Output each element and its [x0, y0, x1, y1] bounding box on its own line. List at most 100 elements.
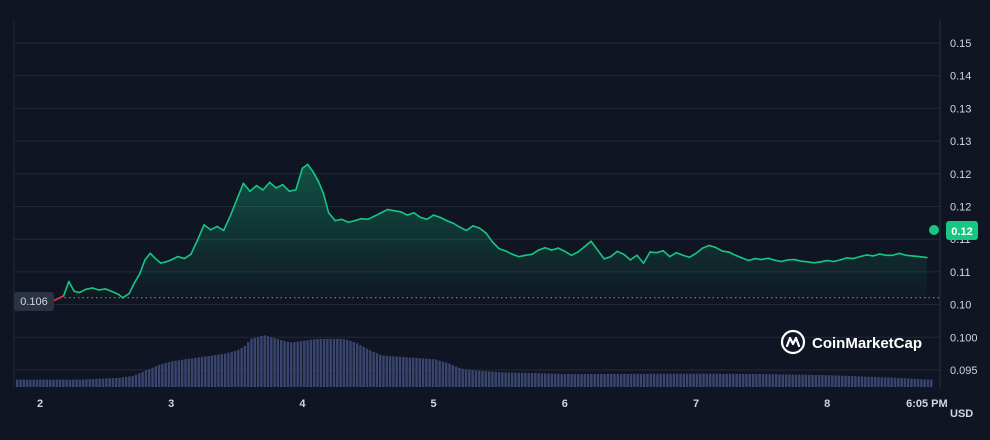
- price-line-segment: [91, 287, 100, 291]
- volume-bar: [788, 374, 791, 387]
- price-line-segment: [714, 246, 724, 252]
- volume-bar: [309, 339, 313, 387]
- volume-bar: [916, 379, 920, 387]
- volume-bar: [115, 377, 118, 387]
- volume-bar: [685, 373, 689, 387]
- x-tick-label: 6:05 PM: [906, 398, 948, 410]
- volume-bar: [431, 359, 435, 387]
- volume-bar: [722, 373, 725, 387]
- volume-bar: [517, 372, 520, 387]
- volume-bar: [616, 373, 619, 387]
- volume-bar: [52, 379, 55, 387]
- volume-bar: [682, 373, 685, 387]
- price-line-segment: [616, 250, 625, 256]
- volume-bar: [157, 364, 161, 387]
- volume-bar: [313, 339, 316, 387]
- volume-bar: [474, 370, 478, 387]
- watermark: CoinMarketCap: [780, 329, 922, 355]
- price-line-segment: [104, 288, 113, 293]
- price-line-segment: [570, 251, 579, 257]
- volume-bar: [266, 336, 270, 387]
- volume-bar: [811, 374, 814, 387]
- x-axis-ticks: 2 3 4 5 6 7 8 6:05 PM: [37, 398, 948, 410]
- price-line-segment: [642, 251, 651, 264]
- volume-bar: [91, 379, 95, 387]
- volume-bar: [560, 373, 563, 387]
- volume-bar: [491, 371, 494, 387]
- price-line-segment: [445, 219, 455, 225]
- volume-bar: [547, 373, 550, 387]
- volume-bar: [184, 359, 187, 387]
- price-line-segment: [596, 249, 605, 260]
- volume-bar: [699, 373, 702, 387]
- price-line-segment: [322, 192, 330, 214]
- volume-bar: [207, 355, 210, 387]
- x-tick-label: 3: [168, 398, 174, 410]
- volume-bar: [652, 373, 656, 387]
- price-line-segment: [209, 225, 218, 231]
- volume-bar: [223, 353, 227, 387]
- volume-bar: [718, 373, 722, 387]
- volume-bar: [256, 336, 260, 387]
- volume-bar: [890, 377, 893, 387]
- volume-bar: [296, 341, 299, 387]
- current-price-label: 0.12: [951, 226, 972, 238]
- volume-bar: [540, 373, 544, 387]
- price-line-segment: [518, 254, 527, 258]
- volume-bar: [263, 335, 266, 387]
- price-line-segment: [406, 211, 415, 216]
- y-tick-label: 0.095: [950, 365, 978, 377]
- price-line-segment: [911, 255, 920, 258]
- price-line-segment: [222, 215, 232, 232]
- volume-bar: [847, 375, 850, 387]
- volume-bar: [821, 375, 824, 387]
- volume-bar: [280, 339, 283, 387]
- volume-bar: [319, 338, 322, 387]
- price-area: [53, 164, 927, 298]
- volume-bar: [880, 377, 883, 387]
- volume-bar: [144, 370, 148, 387]
- price-line-segment: [504, 250, 514, 256]
- volume-bar: [573, 374, 577, 387]
- price-line-segment: [393, 210, 402, 213]
- price-line-segment: [306, 163, 314, 173]
- volume-bar: [283, 340, 286, 387]
- price-line-segment: [288, 189, 297, 193]
- volume-bar: [672, 373, 676, 387]
- volume-bar: [464, 369, 468, 387]
- price-line-segment: [773, 259, 783, 263]
- price-lines: [52, 163, 928, 302]
- volume-bar: [728, 373, 732, 387]
- price-line-segment: [249, 184, 258, 193]
- volume-bar: [742, 373, 745, 387]
- y-tick-label: 0.15: [950, 38, 971, 50]
- volume-bar: [715, 373, 718, 387]
- volume-bar: [95, 378, 98, 387]
- volume-bar: [883, 377, 887, 387]
- volume-bar: [25, 379, 29, 387]
- y-tick-label: 0.100: [950, 332, 978, 344]
- volume-bar: [82, 379, 85, 387]
- volume-bar: [395, 356, 398, 387]
- volume-bar: [484, 371, 487, 387]
- price-line-segment: [800, 260, 809, 263]
- volume-bar: [534, 373, 537, 387]
- volume-bar: [520, 372, 524, 387]
- volume-bar: [930, 379, 933, 387]
- price-line-segment: [727, 251, 737, 257]
- volume-bar: [831, 375, 834, 387]
- volume-bar: [355, 343, 359, 387]
- price-line-segment: [57, 295, 65, 300]
- price-line-segment: [165, 259, 172, 263]
- volume-bar: [867, 376, 870, 387]
- volume-bar: [692, 373, 695, 387]
- price-line-segment: [281, 183, 291, 193]
- volume-bar: [98, 378, 101, 387]
- price-line-segment: [347, 219, 356, 224]
- volume-bar: [907, 378, 910, 387]
- price-line-segment: [62, 280, 70, 297]
- price-line-segment: [301, 163, 309, 170]
- volume-bar: [111, 378, 115, 387]
- x-tick-label: 5: [431, 398, 437, 410]
